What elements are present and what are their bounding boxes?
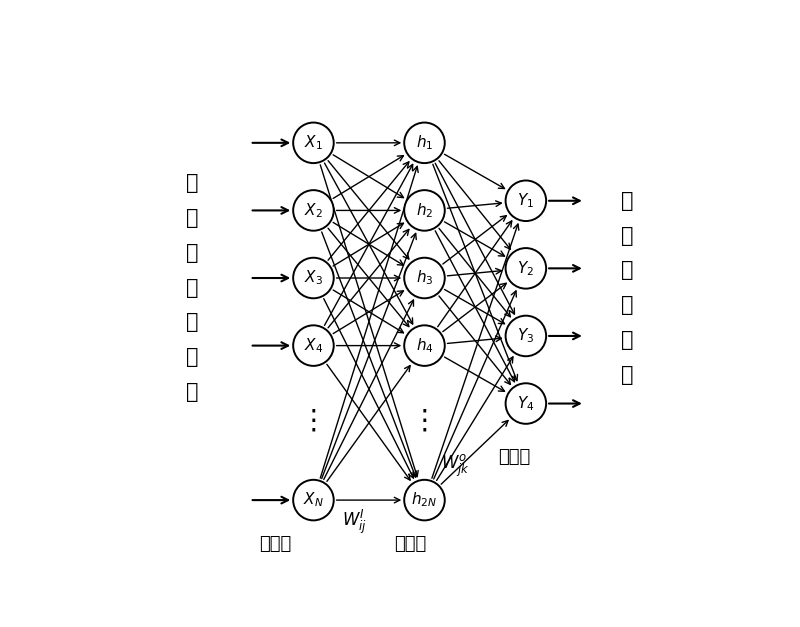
Circle shape: [293, 258, 334, 298]
Text: 输: 输: [186, 174, 199, 193]
Text: $X_2$: $X_2$: [304, 201, 323, 220]
Text: 声: 声: [186, 243, 199, 263]
Circle shape: [506, 315, 546, 356]
Circle shape: [404, 122, 445, 163]
Circle shape: [404, 258, 445, 298]
Circle shape: [506, 181, 546, 221]
Circle shape: [293, 190, 334, 231]
Circle shape: [506, 383, 546, 424]
Circle shape: [293, 325, 334, 366]
Text: $h_3$: $h_3$: [416, 268, 434, 287]
Text: 入: 入: [186, 208, 199, 228]
Text: $X_3$: $X_3$: [304, 268, 323, 287]
Text: $h_1$: $h_1$: [416, 134, 433, 152]
Circle shape: [293, 480, 334, 520]
Text: 输: 输: [621, 191, 634, 211]
Text: 输入层: 输入层: [258, 535, 291, 553]
Circle shape: [404, 480, 445, 520]
Text: $W_{ij}^{I}$: $W_{ij}^{I}$: [342, 508, 367, 536]
Text: 射: 射: [186, 312, 199, 332]
Text: $X_4$: $X_4$: [304, 336, 323, 355]
Text: $Y_2$: $Y_2$: [518, 259, 534, 278]
Text: ⋮: ⋮: [410, 406, 438, 435]
Text: $W_{jk}^{o}$: $W_{jk}^{o}$: [442, 453, 470, 480]
Text: 输出层: 输出层: [498, 448, 530, 466]
Text: 工: 工: [621, 260, 634, 280]
Circle shape: [404, 190, 445, 231]
Text: 出: 出: [621, 226, 634, 246]
Circle shape: [404, 325, 445, 366]
Text: $h_2$: $h_2$: [416, 201, 433, 220]
Text: $X_N$: $X_N$: [303, 491, 324, 510]
Text: $h_4$: $h_4$: [415, 336, 434, 355]
Text: $X_1$: $X_1$: [304, 134, 323, 152]
Text: $Y_1$: $Y_1$: [518, 191, 534, 210]
Text: 信: 信: [621, 330, 634, 350]
Text: $Y_4$: $Y_4$: [517, 394, 534, 413]
Text: 发: 发: [186, 278, 199, 298]
Circle shape: [506, 248, 546, 288]
Text: $Y_3$: $Y_3$: [518, 327, 534, 345]
Text: 号: 号: [186, 382, 199, 402]
Text: $h_{2N}$: $h_{2N}$: [411, 491, 438, 510]
Text: ⋮: ⋮: [299, 406, 327, 435]
Text: 况: 况: [621, 295, 634, 315]
Text: 隐含层: 隐含层: [394, 535, 426, 553]
Text: 信: 信: [186, 347, 199, 367]
Text: 息: 息: [621, 364, 634, 384]
Circle shape: [293, 122, 334, 163]
